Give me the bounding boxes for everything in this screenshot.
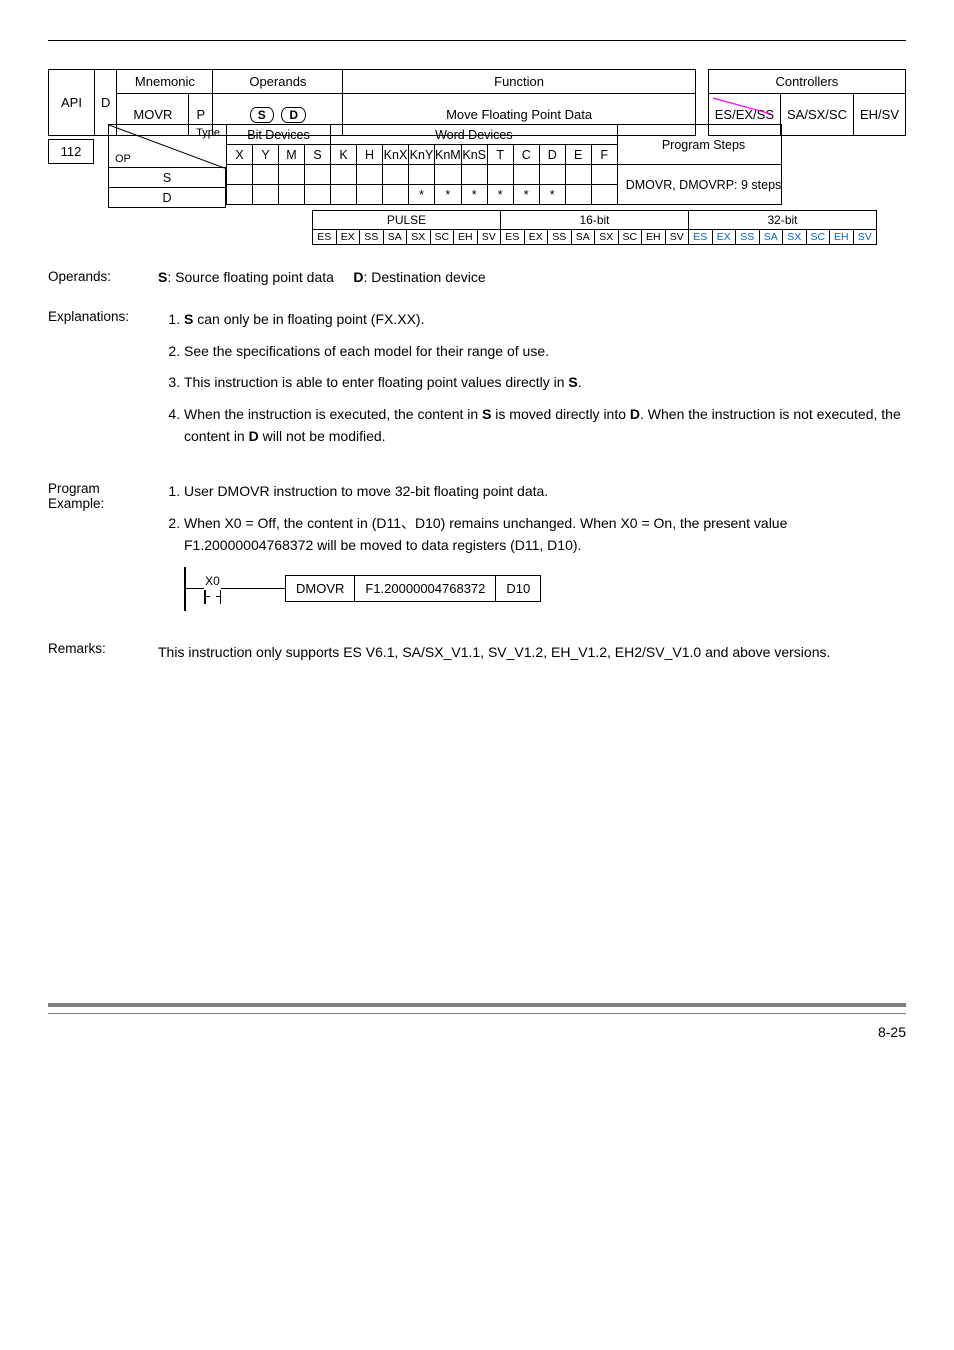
mode-cell: ES: [689, 230, 713, 245]
remarks-section: Remarks: This instruction only supports …: [48, 641, 906, 663]
api-label: API: [49, 70, 95, 136]
operand-s-oval: S: [250, 107, 274, 123]
mode-cell: SX: [595, 230, 619, 245]
mode-cell: SA: [759, 230, 783, 245]
row-s: DMOVR, DMOVRP: 9 steps: [227, 165, 782, 185]
steps-text: DMOVR, DMOVRP: 9 steps: [617, 165, 782, 205]
mode-cell: SS: [736, 230, 760, 245]
controllers-label: Controllers: [708, 70, 905, 94]
remarks-label: Remarks:: [48, 641, 158, 656]
top-rule: [48, 40, 906, 41]
footer: 8-25: [48, 1003, 906, 1040]
explanations-label: Explanations:: [48, 309, 158, 324]
program-example-label: Program Example:: [48, 481, 158, 511]
word-devices-label: Word Devices: [331, 125, 618, 145]
mode-cell: SC: [618, 230, 642, 245]
s-sym: S: [158, 269, 167, 285]
mode-cell: EH: [830, 230, 854, 245]
row-s-label: S: [109, 168, 226, 188]
explanations-section: Explanations: S can only be in floating …: [48, 309, 906, 457]
mnemonic-label: Mnemonic: [117, 70, 213, 94]
operands-label: Operands: [213, 70, 343, 94]
row-d-label: D: [109, 188, 226, 208]
operand-d-oval: D: [281, 107, 306, 123]
mode-table: PULSE 16-bit 32-bit ESEXSSSASXSCEHSVESEX…: [312, 210, 877, 245]
program-example-section: Program Example: User DMOVR instruction …: [48, 481, 906, 610]
ladder-diagram: X0 DMOVR F1.20000004768372 D10: [184, 567, 906, 611]
mode-cell: EX: [336, 230, 360, 245]
mode-cell: EX: [712, 230, 736, 245]
operands-label-text: Operands:: [48, 269, 158, 284]
ladder-contact-label: X0: [204, 574, 221, 588]
mode-cell: SV: [477, 230, 501, 245]
program-example-list: User DMOVR instruction to move 32-bit fl…: [158, 481, 906, 556]
mode-cell: EH: [642, 230, 666, 245]
mode-cell: SA: [383, 230, 407, 245]
operands-section: Operands: S: Source floating point data …: [48, 269, 906, 285]
operand-grid: Bit Devices Word Devices Program Steps X…: [226, 124, 782, 205]
mode-cell: ES: [501, 230, 525, 245]
bit-devices-label: Bit Devices: [227, 125, 331, 145]
mode-cell: SX: [783, 230, 807, 245]
mode-cell: SS: [548, 230, 572, 245]
mode-cell: SC: [430, 230, 454, 245]
d-sym: D: [353, 269, 363, 285]
mode-cell: EX: [524, 230, 548, 245]
mode-cell: SX: [407, 230, 431, 245]
mode-cell: SA: [571, 230, 595, 245]
operand-table-wrap: Type OP S D Bit Devices Word Devices Pro…: [108, 124, 906, 208]
ladder-instruction-box: DMOVR F1.20000004768372 D10: [285, 575, 541, 602]
api-num: 112: [49, 140, 94, 164]
mode-cell: SV: [665, 230, 689, 245]
mode-cell: SS: [360, 230, 384, 245]
diag-cell: Type OP: [108, 124, 226, 168]
mode-cell: SV: [853, 230, 877, 245]
ctrl-0: ES/EX/SS: [708, 94, 780, 136]
page-number: 8-25: [48, 1024, 906, 1040]
mode-cell: SC: [806, 230, 830, 245]
explanations-list: S can only be in floating point (FX.XX).…: [158, 309, 906, 447]
mode-cell: EH: [454, 230, 478, 245]
mode-cell: ES: [313, 230, 337, 245]
function-label: Function: [343, 70, 695, 94]
remarks-text: This instruction only supports ES V6.1, …: [158, 641, 906, 663]
